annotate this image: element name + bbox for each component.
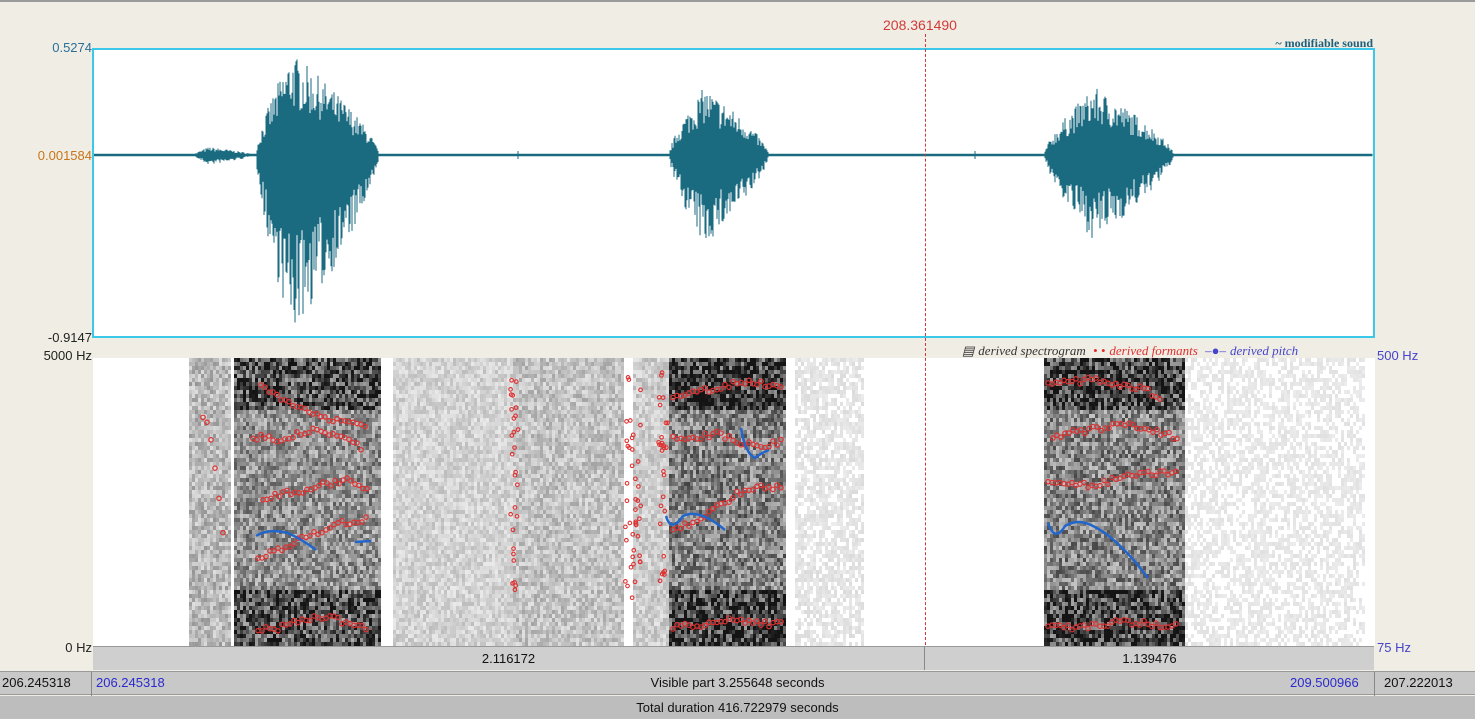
legend-spectrogram: derived spectrogram — [978, 343, 1085, 358]
selection-segment-left[interactable]: 2.116172 — [93, 646, 925, 670]
sound-type-label: ~ modifiable sound — [1275, 36, 1373, 51]
visible-end-time: 209.500966 — [1290, 671, 1359, 695]
waveform-plot[interactable] — [94, 50, 1373, 336]
waveform-y-mid: 0.001584 — [38, 148, 92, 163]
visible-part-label[interactable]: Visible part 3.255648 seconds — [0, 671, 1475, 695]
divider — [1374, 672, 1375, 696]
waveform-trace — [94, 59, 1373, 323]
legend-formants: derived formants — [1109, 343, 1197, 358]
legend-spectrogram-icon: ▤ — [962, 343, 974, 358]
divider — [91, 672, 92, 696]
visible-start-time: 206.245318 — [96, 671, 165, 695]
waveform-y-max: 0.5274 — [52, 40, 92, 55]
formant-pitch-overlay — [200, 370, 1180, 634]
pitch-contour — [255, 427, 1149, 579]
legend-pitch: derived pitch — [1230, 343, 1298, 358]
window-start-before[interactable]: 206.245318 — [2, 671, 71, 695]
legend-pitch-icon: –●– — [1205, 343, 1226, 358]
pitch-min-label: 75 Hz — [1377, 640, 1411, 655]
spectrogram-legend: ▤ derived spectrogram • • derived formants… — [962, 343, 1302, 359]
spectrogram-image — [189, 358, 1365, 646]
selection-segment-right[interactable]: 1.139476 — [925, 646, 1374, 670]
visible-part-bar[interactable] — [0, 671, 1475, 696]
legend-formants-icon: • • — [1093, 343, 1105, 358]
cursor-line[interactable] — [925, 34, 926, 645]
waveform-y-min: -0.9147 — [48, 330, 92, 345]
spectrogram-panel[interactable] — [93, 358, 1375, 646]
total-duration-bar[interactable]: Total duration 416.722979 seconds — [0, 696, 1475, 719]
spectrogram-freq-min: 0 Hz — [65, 640, 92, 655]
spectrogram-freq-max: 5000 Hz — [44, 348, 92, 363]
cursor-time-label: 208.361490 — [883, 17, 957, 33]
formant-points — [200, 370, 1180, 634]
window-end-after[interactable]: 207.222013 — [1384, 671, 1453, 695]
window-top-border — [0, 0, 1475, 2]
pitch-max-label: 500 Hz — [1377, 348, 1418, 363]
